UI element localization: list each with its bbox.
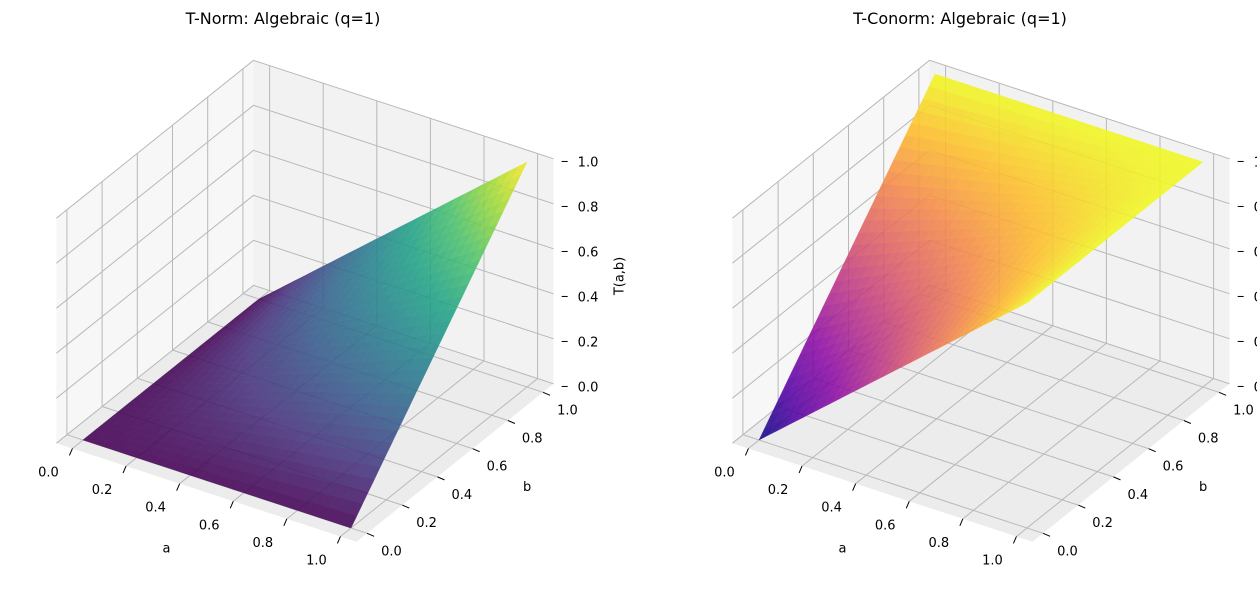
x-tick-label: 0.2 (768, 483, 789, 498)
grid-line-x (1016, 153, 1215, 537)
grid-line-y-floor (813, 377, 1114, 478)
x-axis-label: a (838, 541, 846, 556)
y-tick-label: 0.2 (1092, 516, 1113, 531)
x-tick-mark (852, 483, 857, 491)
grid-line-x (340, 153, 539, 537)
t-conorm-panel: T-Conorm: Algebraic (q=1) 0.0 0.0 0.0 0.2 0.… (714, 9, 1257, 568)
y-tick-mark (1042, 532, 1051, 537)
z-tick-label: 0.8 (578, 200, 599, 215)
x-tick-mark (336, 536, 341, 544)
z-tick-label: 0.0 (578, 380, 599, 395)
y-tick-mark (1148, 448, 1156, 453)
y-axis-label: b (1199, 480, 1207, 495)
x-axis-label: a (162, 541, 170, 556)
z-tick-label: 0.2 (578, 335, 599, 350)
y-tick-mark (402, 504, 410, 509)
z-tick-label: 1.0 (1254, 155, 1257, 170)
surface-cell (928, 73, 945, 90)
x-tick-label: 0.8 (928, 536, 949, 551)
x-tick-mark (68, 448, 73, 456)
x-tick-mark (959, 518, 964, 527)
z-tick-label: 0.6 (1254, 245, 1257, 260)
x-tick-label: 0.2 (92, 483, 113, 498)
x-tick-label: 0.4 (821, 501, 842, 516)
x-tick-label: 0.6 (199, 518, 220, 533)
x-tick-mark (744, 448, 749, 456)
y-tick-mark (437, 476, 445, 481)
grid-line-z (56, 59, 554, 219)
x-tick-label: 0.6 (875, 518, 896, 533)
x-tick-mark (176, 483, 181, 491)
grid-line-x (962, 135, 1161, 520)
y-axis-label: b (523, 480, 531, 495)
y-tick-label: 0.2 (416, 516, 437, 531)
x-tick-label: 0.8 (252, 536, 273, 551)
x-tick-label: 1.0 (982, 553, 1003, 568)
y-tick-label: 0.8 (522, 431, 543, 446)
x-tick-mark (1012, 536, 1017, 544)
y-tick-mark (542, 391, 551, 396)
y-tick-label: 1.0 (1233, 403, 1254, 418)
z-tick-label: 1.0 (578, 155, 599, 170)
surface (758, 73, 1204, 441)
surface-cell (252, 294, 269, 304)
y-tick-label: 0.0 (381, 544, 402, 559)
z-tick-label: 0.8 (1254, 200, 1257, 215)
y-tick-label: 0.8 (1198, 431, 1219, 446)
y-tick-mark (507, 420, 516, 424)
z-axis-label: T(a,b) (613, 257, 628, 296)
x-tick-mark (905, 501, 910, 509)
x-tick-mark (122, 465, 127, 474)
grid-line-z (56, 104, 554, 264)
y-tick-mark (472, 448, 480, 453)
y-tick-label: 1.0 (557, 403, 578, 418)
y-tick-label: 0.6 (487, 460, 508, 475)
grid-line-y-floor (777, 406, 1079, 506)
pane-left (732, 60, 930, 444)
y-tick-label: 0.0 (1057, 544, 1078, 559)
x-tick-label: 1.0 (306, 553, 327, 568)
y-tick-label: 0.4 (451, 488, 472, 503)
z-tick-label: 0.0 (1254, 380, 1257, 395)
y-tick-mark (1183, 420, 1192, 424)
x-tick-mark (229, 501, 234, 509)
x-tick-mark (798, 465, 803, 474)
z-tick-label: 0.6 (578, 245, 599, 260)
pane-left (56, 60, 254, 444)
x-tick-label: 0.0 (38, 465, 59, 480)
grid-line-z (732, 59, 1230, 219)
grid-line-y-floor (742, 434, 1044, 534)
z-tick-label: 0.2 (1254, 335, 1257, 350)
y-tick-label: 0.4 (1127, 488, 1148, 503)
y-tick-mark (1078, 504, 1086, 509)
y-tick-mark (1113, 476, 1121, 481)
x-tick-label: 0.0 (714, 465, 735, 480)
z-tick-label: 0.4 (578, 290, 599, 305)
z-tick-label: 0.4 (1254, 290, 1257, 305)
t-norm-title: T-Norm: Algebraic (q=1) (185, 9, 381, 28)
y-tick-mark (1218, 391, 1227, 396)
x-tick-mark (283, 518, 288, 527)
grid-line-z (56, 284, 554, 444)
surface (82, 161, 528, 529)
x-tick-label: 0.4 (145, 501, 166, 516)
t-norm-panel: T-Norm: Algebraic (q=1) 0.0 0.0 0.0 0.2 0.2 0… (38, 9, 628, 568)
y-tick-label: 0.6 (1163, 460, 1184, 475)
t-conorm-title: T-Conorm: Algebraic (q=1) (852, 9, 1067, 28)
y-tick-mark (366, 532, 375, 537)
